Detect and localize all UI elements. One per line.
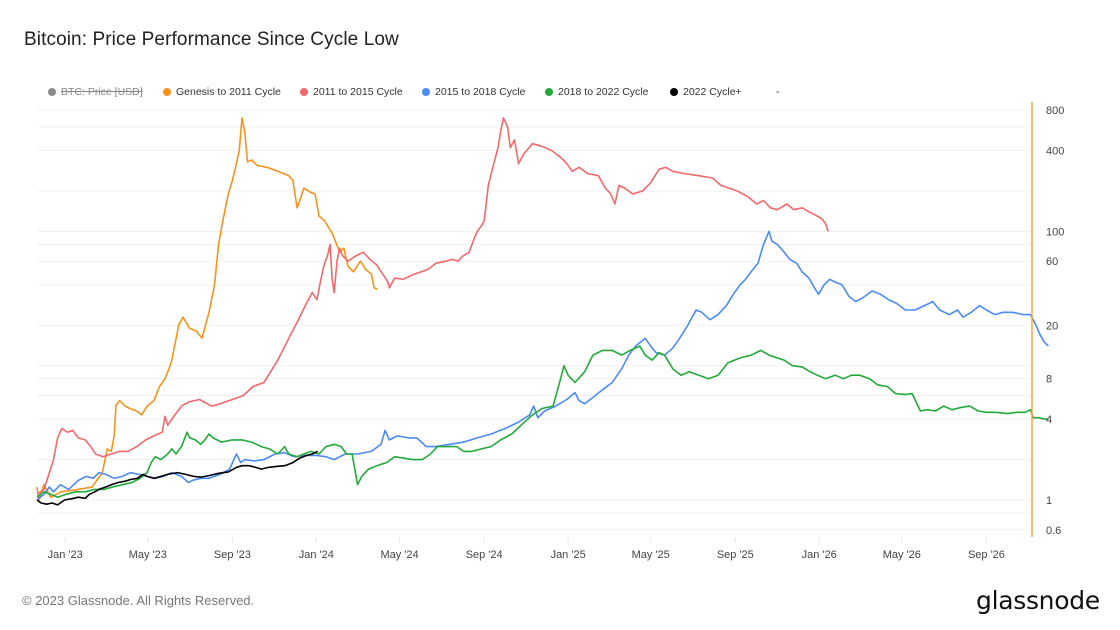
x-axis: Jan '23 May '23 Sep '23 Jan '24 May '24 Sep '… — [48, 537, 1005, 561]
y-tick-label: 800 — [1046, 105, 1064, 117]
legend-label: 2015 to 2018 Cycle — [435, 86, 526, 98]
series-line-2018-to-2022-cycle — [36, 345, 1049, 498]
x-tick-label: May '25 — [632, 549, 670, 561]
legend-item-btc-price[interactable]: BTC: Price [USD] — [48, 86, 143, 98]
y-axis: 0.6 1 4 8 20 60 100 400 800 — [1046, 105, 1064, 537]
legend-label: Genesis to 2011 Cycle — [176, 86, 281, 98]
series-line-2015-to-2018-cycle — [36, 230, 1049, 501]
legend-label: BTC: Price [USD] — [61, 86, 143, 98]
y-tick-label: 8 — [1046, 374, 1052, 386]
glassnode-logo: glassnode — [976, 586, 1100, 615]
y-tick-label: 100 — [1046, 226, 1064, 238]
chart-title: Bitcoin: Price Performance Since Cycle L… — [24, 29, 399, 50]
legend-dot-icon — [670, 88, 678, 96]
legend-label: 2022 Cycle+ — [683, 86, 742, 98]
legend-dot-icon — [545, 88, 553, 96]
x-tick-label: May '23 — [129, 549, 167, 561]
x-tick-label: Jan '24 — [299, 549, 334, 561]
copyright: © 2023 Glassnode. All Rights Reserved. — [22, 593, 255, 608]
x-tick-label: May '24 — [380, 549, 418, 561]
series-line-2022-cycle- — [36, 450, 319, 506]
legend-dot-icon — [300, 88, 308, 96]
legend-item-2015-2018[interactable]: 2015 to 2018 Cycle — [422, 86, 525, 98]
x-tick-label: Sep '25 — [717, 549, 754, 561]
legend-item-2022-cycle[interactable]: 2022 Cycle+ — [670, 86, 742, 98]
legend-item-2011-2015[interactable]: 2011 to 2015 Cycle — [300, 86, 403, 98]
x-tick-label: Jan '23 — [48, 549, 83, 561]
gridlines — [37, 109, 1030, 531]
legend-label: 2011 to 2015 Cycle — [313, 86, 403, 98]
legend-dot-icon — [163, 88, 171, 96]
series-line-genesis-to-2011-cycle — [36, 117, 378, 501]
y-tick-label: 0.6 — [1046, 525, 1061, 537]
legend-item-genesis-2011[interactable]: Genesis to 2011 Cycle — [163, 86, 281, 98]
x-tick-label: Sep '26 — [968, 549, 1005, 561]
y-tick-label: 20 — [1046, 320, 1058, 332]
x-tick-label: Jan '25 — [551, 549, 586, 561]
legend-dot-icon — [48, 88, 56, 96]
x-tick-label: Jan '26 — [802, 549, 837, 561]
x-tick-label: Sep '23 — [214, 549, 251, 561]
legend-item-empty[interactable]: - — [776, 86, 780, 98]
y-tick-label: 1 — [1046, 495, 1052, 507]
y-tick-label: 60 — [1046, 256, 1058, 268]
legend-item-2018-2022[interactable]: 2018 to 2022 Cycle — [545, 86, 648, 98]
y-tick-label: 400 — [1046, 146, 1064, 158]
legend-label: 2018 to 2022 Cycle — [558, 86, 649, 98]
legend-label: - — [776, 86, 780, 98]
legend-dot-icon — [422, 88, 430, 96]
series-lines — [36, 117, 1049, 506]
y-tick-label: 4 — [1046, 414, 1052, 426]
x-tick-label: Sep '24 — [466, 549, 503, 561]
x-tick-label: May '26 — [883, 549, 921, 561]
series-line-2011-to-2015-cycle — [36, 117, 829, 496]
